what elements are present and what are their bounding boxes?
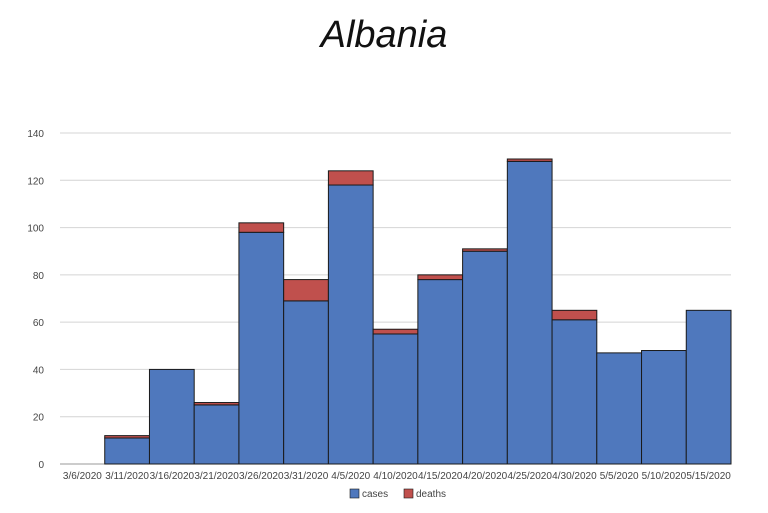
bar-deaths [283, 279, 329, 302]
bar-deaths [238, 222, 285, 233]
bar-deaths [417, 274, 464, 281]
x-tick-label: 3/21/2020 [194, 471, 239, 482]
y-tick-label: 140 [27, 129, 44, 140]
x-tick-label: 4/15/2020 [418, 471, 463, 482]
bar-cases [551, 319, 598, 465]
bar-deaths [506, 158, 553, 162]
bar-deaths [372, 328, 419, 335]
bar-cases [238, 231, 285, 465]
bars [104, 158, 732, 465]
bar-deaths [193, 402, 240, 406]
y-tick-label: 80 [33, 271, 45, 282]
bar-cases [283, 300, 329, 465]
x-tick-label: 4/25/2020 [507, 471, 552, 482]
x-tick-label: 4/10/2020 [373, 471, 418, 482]
x-tick-label: 3/16/2020 [150, 471, 195, 482]
bar-cases [417, 279, 464, 465]
bar-cases [327, 184, 374, 465]
y-tick-label: 60 [33, 318, 45, 329]
bar-cases [462, 250, 508, 465]
x-tick-label: 3/6/2020 [63, 471, 102, 482]
x-tick-label: 3/31/2020 [284, 471, 329, 482]
x-tick-label: 5/15/2020 [686, 471, 731, 482]
legend-swatch-cases [349, 488, 360, 499]
y-tick-label: 120 [27, 176, 44, 187]
bar-cases [372, 333, 419, 465]
bar-deaths [104, 435, 150, 439]
x-tick-label: 3/11/2020 [105, 471, 149, 482]
bar-deaths [327, 170, 374, 186]
legend-swatch-deaths [403, 488, 414, 499]
y-tick-label: 20 [33, 413, 45, 424]
x-tick-label: 5/5/2020 [600, 471, 639, 482]
x-tick-label: 4/5/2020 [331, 471, 370, 482]
y-tick-label: 100 [27, 224, 44, 235]
bar-cases [193, 404, 240, 465]
x-tick-label: 5/10/2020 [642, 471, 687, 482]
bar-cases [104, 437, 150, 465]
x-tick-label: 4/30/2020 [552, 471, 597, 482]
bar-cases [148, 368, 195, 465]
bar-deaths [462, 248, 508, 252]
x-axis-ticks: 3/6/2020 3/11/2020 3/16/2020 3/21/2020 3/26/… [63, 471, 731, 482]
y-axis-ticks: 0 20 40 60 80 100 120 140 [27, 129, 44, 471]
x-tick-label: 4/20/2020 [463, 471, 508, 482]
bar-cases [596, 352, 643, 465]
bar-deaths [551, 309, 598, 321]
y-tick-label: 40 [33, 365, 45, 376]
bar-cases [641, 350, 687, 465]
x-tick-label: 3/26/2020 [239, 471, 284, 482]
chart-title: Albania [320, 14, 448, 56]
legend-label-cases: cases [362, 489, 388, 500]
y-tick-label: 0 [38, 460, 44, 471]
bar-cases [685, 309, 732, 465]
legend: cases deaths [349, 488, 446, 500]
bar-cases [506, 160, 553, 465]
legend-label-deaths: deaths [416, 489, 446, 500]
